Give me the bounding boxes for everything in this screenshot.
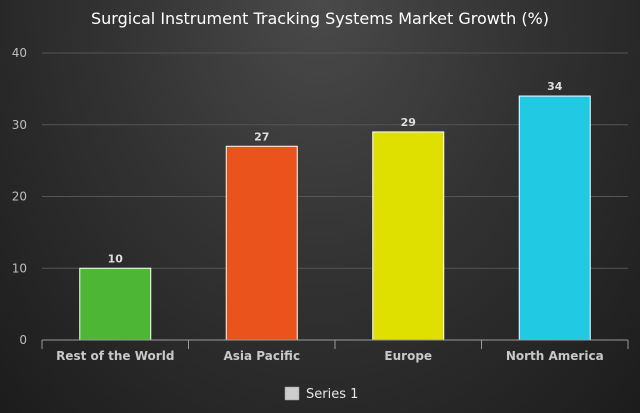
legend-swatch: [284, 386, 300, 401]
y-tick-label: 10: [12, 261, 27, 275]
x-tick-label: Asia Pacific: [223, 349, 300, 363]
legend[interactable]: Series 1: [284, 386, 358, 402]
y-tick-label: 0: [19, 333, 27, 347]
bar[interactable]: [372, 131, 445, 341]
bar[interactable]: [518, 95, 591, 341]
bar[interactable]: [225, 145, 298, 341]
bar-value-label: 27: [254, 130, 269, 143]
y-tick-label: 30: [12, 118, 27, 132]
chart-title: Surgical Instrument Tracking Systems Mar…: [91, 9, 549, 28]
bar-value-label: 29: [401, 116, 416, 129]
x-tick-label: North America: [506, 349, 604, 363]
y-axis: 0 10 20 30 40: [12, 46, 27, 347]
bars: 10 27 29 34: [79, 80, 591, 341]
bar-value-label: 10: [108, 252, 124, 265]
x-tick-label: Rest of the World: [56, 349, 174, 363]
legend-label[interactable]: Series 1: [306, 387, 358, 402]
x-tick-label: Europe: [384, 349, 432, 363]
y-tick-label: 40: [12, 46, 27, 60]
bar-value-label: 34: [547, 80, 563, 93]
x-axis: Rest of the World Asia Pacific Europe North…: [41, 339, 629, 363]
bar[interactable]: [79, 267, 152, 341]
y-tick-label: 20: [12, 190, 27, 204]
